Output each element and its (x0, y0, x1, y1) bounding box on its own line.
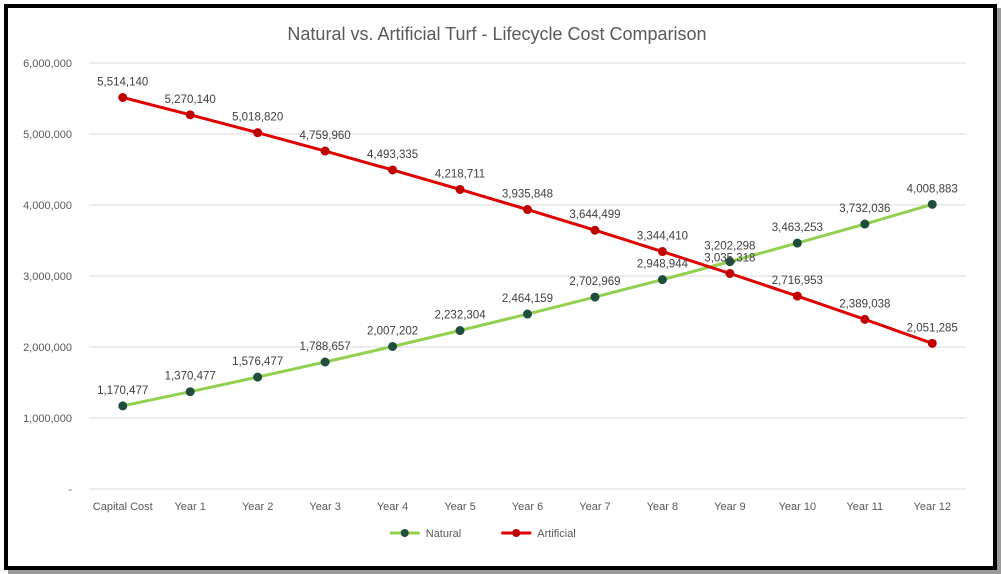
data-label-artificial: 2,051,285 (907, 322, 958, 334)
y-tick-label: 5,000,000 (23, 129, 72, 141)
data-point-natural (185, 387, 195, 397)
data-label-artificial: 5,514,140 (97, 76, 148, 88)
data-point-artificial (725, 268, 735, 278)
legend-label-artificial: Artificial (537, 528, 576, 540)
y-tick-label: 4,000,000 (23, 200, 72, 212)
series-group (118, 92, 937, 411)
data-label-artificial: 3,644,499 (569, 209, 620, 221)
x-tick-label: Year 4 (377, 501, 408, 513)
data-point-natural (725, 257, 735, 267)
data-label-natural: 2,948,944 (637, 259, 689, 271)
y-tick-label: - (68, 484, 72, 496)
x-tick-label: Year 5 (444, 501, 475, 513)
x-tick-label: Year 2 (242, 501, 273, 513)
data-point-artificial (185, 110, 195, 120)
data-point-artificial (118, 92, 128, 102)
data-point-artificial (860, 314, 870, 324)
legend: Natural Artificial (389, 528, 576, 540)
data-point-artificial (253, 128, 263, 138)
y-axis: - 1,000,000 2,000,000 3,000,000 4,000,000 5,0… (23, 58, 72, 496)
series-line-natural (122, 202, 933, 408)
data-label-natural: 1,170,477 (97, 385, 148, 397)
data-label-natural: 1,788,657 (300, 341, 351, 353)
data-point-artificial (927, 338, 937, 348)
data-label-natural: 2,007,202 (367, 325, 418, 337)
data-point-artificial (657, 247, 667, 257)
data-labels: 1,170,477 1,370,477 1,576,477 1,788,657 2,00… (97, 76, 958, 396)
legend-marker-artificial (512, 529, 521, 537)
data-point-natural (523, 309, 532, 319)
data-point-artificial (388, 165, 398, 175)
y-tick-label: 6,000,000 (23, 58, 72, 70)
data-label-artificial: 4,218,711 (435, 168, 485, 180)
data-label-artificial: 3,344,410 (637, 231, 688, 243)
data-label-artificial: 3,935,848 (502, 189, 553, 201)
data-point-natural (388, 341, 398, 351)
data-point-artificial (523, 205, 532, 215)
x-tick-label: Year 7 (579, 501, 610, 513)
data-label-natural: 2,702,969 (569, 276, 620, 288)
data-point-artificial (590, 225, 600, 235)
data-label-artificial: 5,270,140 (165, 94, 216, 106)
data-label-natural: 3,732,036 (839, 203, 890, 215)
data-point-natural (118, 401, 128, 411)
y-tick-label: 2,000,000 (23, 342, 72, 354)
data-label-artificial: 2,716,953 (772, 275, 823, 287)
data-point-artificial (320, 146, 330, 156)
data-label-natural: 1,576,477 (232, 356, 283, 368)
data-label-natural: 2,232,304 (434, 310, 486, 322)
data-label-artificial: 4,493,335 (367, 149, 418, 161)
data-label-artificial: 3,035,318 (704, 252, 755, 264)
x-axis: Capital Cost Year 1 Year 2 Year 3 Year 4 Year… (93, 501, 951, 513)
data-point-natural (253, 372, 263, 382)
data-point-natural (455, 326, 465, 336)
x-tick-label: Year 6 (512, 501, 543, 513)
y-tick-label: 3,000,000 (23, 271, 72, 283)
data-label-artificial: 4,759,960 (300, 130, 351, 142)
data-point-natural (927, 199, 937, 209)
gridlines (89, 62, 966, 490)
x-tick-label: Year 11 (846, 501, 883, 513)
x-tick-label: Year 9 (714, 501, 745, 513)
x-tick-label: Year 3 (309, 501, 340, 513)
data-label-natural: 3,202,298 (704, 241, 755, 253)
x-tick-label: Year 1 (174, 501, 205, 513)
y-tick-label: 1,000,000 (23, 413, 72, 425)
chart-title: Natural vs. Artificial Turf - Lifecycle … (287, 24, 706, 44)
data-point-artificial (792, 291, 802, 301)
data-point-natural (792, 238, 802, 248)
data-point-natural (590, 292, 600, 302)
x-tick-label: Year 8 (647, 501, 678, 513)
legend-marker-natural (400, 529, 409, 537)
data-label-artificial: 5,018,820 (232, 112, 283, 124)
data-point-natural (320, 357, 330, 367)
legend-label-natural: Natural (426, 528, 461, 540)
data-point-natural (657, 275, 667, 285)
x-tick-label: Year 12 (914, 501, 952, 513)
data-label-natural: 1,370,477 (165, 371, 216, 383)
data-label-natural: 3,463,253 (772, 222, 823, 234)
data-label-artificial: 2,389,038 (839, 298, 890, 310)
chart-frame (4, 4, 997, 570)
data-point-artificial (455, 184, 465, 194)
x-tick-label: Year 10 (779, 501, 817, 513)
data-label-natural: 4,008,883 (907, 183, 958, 195)
data-point-natural (860, 219, 870, 229)
x-tick-label: Capital Cost (93, 501, 153, 513)
data-label-natural: 2,464,159 (502, 293, 553, 305)
